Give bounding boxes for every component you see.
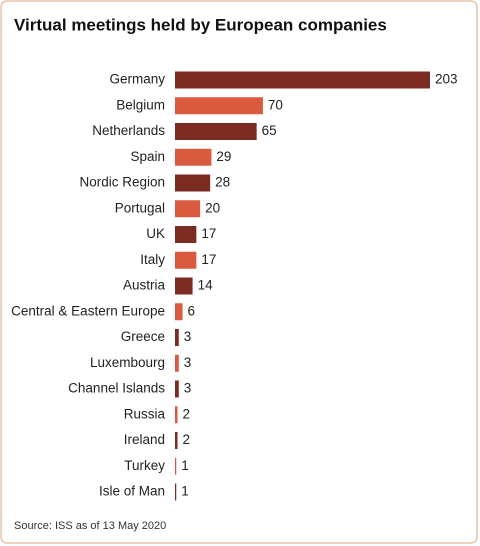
bar xyxy=(175,380,179,398)
category-label: Portugal xyxy=(115,200,165,215)
bar xyxy=(175,200,201,218)
value-label: 3 xyxy=(184,355,192,370)
category-label: UK xyxy=(146,226,165,241)
category-label: Channel Islands xyxy=(68,381,165,396)
source-note: Source: ISS as of 13 May 2020 xyxy=(14,520,166,532)
category-label: Greece xyxy=(121,329,165,344)
value-label: 203 xyxy=(435,72,458,87)
bar xyxy=(175,97,263,115)
category-label: Luxembourg xyxy=(90,355,165,370)
value-label: 29 xyxy=(216,149,231,164)
value-label: 17 xyxy=(201,226,216,241)
category-label: Belgium xyxy=(116,97,165,112)
category-label: Russia xyxy=(124,406,166,421)
bar xyxy=(175,174,211,192)
category-label: Turkey xyxy=(124,458,165,473)
bar xyxy=(175,71,430,89)
category-label: Netherlands xyxy=(92,123,165,138)
category-label: Italy xyxy=(140,252,165,267)
value-label: 1 xyxy=(181,484,189,499)
bar xyxy=(175,277,193,295)
category-label: Nordic Region xyxy=(79,175,165,190)
value-label: 70 xyxy=(268,97,283,112)
bar xyxy=(175,457,177,475)
bar xyxy=(175,354,179,372)
value-label: 17 xyxy=(201,252,216,267)
value-label: 65 xyxy=(262,123,277,138)
value-label: 3 xyxy=(184,329,192,344)
bar xyxy=(175,123,257,140)
value-label: 2 xyxy=(183,406,191,421)
bar xyxy=(175,406,178,424)
category-label: Spain xyxy=(130,149,165,164)
bar xyxy=(175,483,177,501)
bar xyxy=(175,251,197,269)
category-label: Isle of Man xyxy=(99,484,165,499)
chart-title: Virtual meetings held by European compan… xyxy=(14,15,387,34)
value-label: 14 xyxy=(198,278,214,293)
bar xyxy=(175,303,183,321)
category-label: Austria xyxy=(123,278,166,293)
bar xyxy=(175,226,197,243)
value-label: 1 xyxy=(181,458,189,473)
value-label: 3 xyxy=(184,381,192,396)
value-label: 20 xyxy=(205,200,220,215)
value-label: 6 xyxy=(188,303,196,318)
bar xyxy=(175,148,212,166)
bar xyxy=(175,432,178,449)
category-label: Ireland xyxy=(124,432,165,447)
category-label: Central & Eastern Europe xyxy=(11,303,165,318)
bar xyxy=(175,329,179,346)
value-label: 2 xyxy=(183,432,191,447)
value-label: 28 xyxy=(215,175,230,190)
category-label: Germany xyxy=(109,72,165,87)
